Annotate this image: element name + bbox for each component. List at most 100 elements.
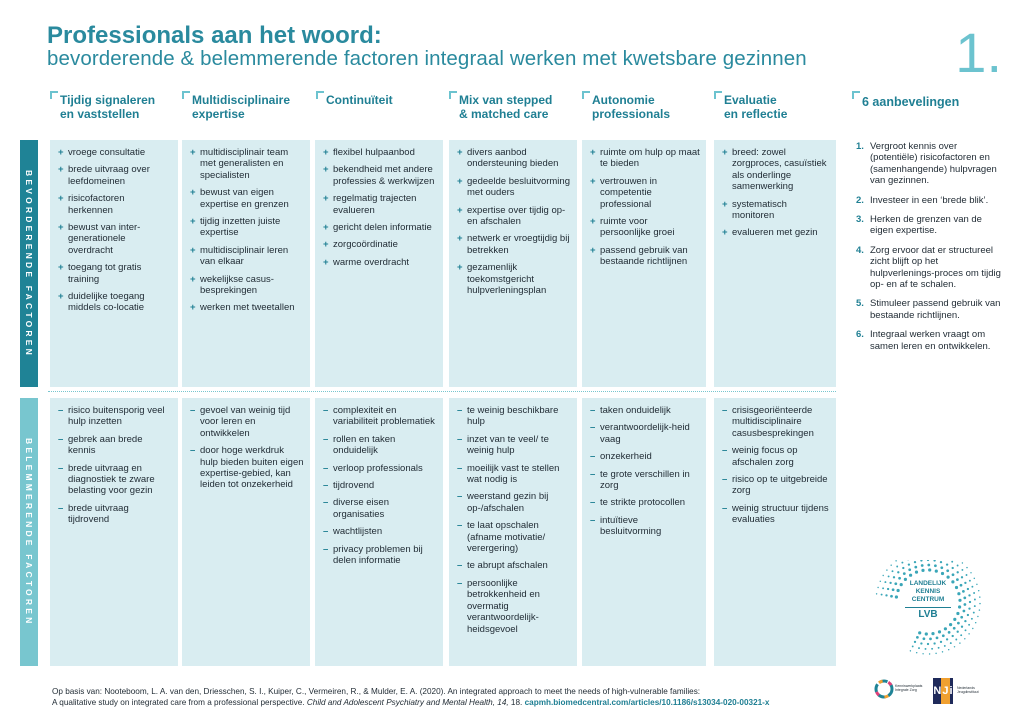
logo-dot bbox=[962, 609, 966, 613]
factor-item: te abrupt afschalen bbox=[457, 560, 571, 572]
logo-dot bbox=[961, 562, 964, 564]
factor-item: bewust van eigen expertise en grenzen bbox=[190, 187, 304, 210]
factor-list: multidisciplinair team met generalisten … bbox=[190, 147, 304, 314]
logo-text: Kenniswerkplaats Integrale Zorg bbox=[895, 684, 923, 692]
logo-dot bbox=[902, 572, 906, 575]
logo-dot bbox=[968, 579, 971, 582]
logo-dot bbox=[884, 581, 887, 584]
factor-list: te weinig beschikbare hulp inzet van te v… bbox=[457, 405, 571, 635]
factor-item: verantwoordelijk-heid vaag bbox=[590, 422, 700, 445]
factor-item: rollen en taken onduidelijk bbox=[323, 434, 437, 457]
factor-item: crisisgeoriënteerde multidisciplinaire c… bbox=[722, 405, 830, 439]
logo-dot bbox=[890, 564, 892, 566]
logo-dot bbox=[940, 566, 944, 570]
logo-dot bbox=[968, 623, 971, 626]
logo-dot bbox=[968, 607, 971, 610]
logo-dot bbox=[909, 650, 912, 652]
logo-dot bbox=[945, 563, 949, 566]
logo-dot bbox=[960, 625, 964, 628]
factor-item: brede uitvraag over leefdomeinen bbox=[58, 164, 172, 187]
logo-dot bbox=[895, 560, 897, 562]
logo-dot bbox=[956, 571, 959, 574]
factor-item: toegang tot gratis training bbox=[58, 262, 172, 285]
cell-positive: vroege consultatie brede uitvraag over le… bbox=[50, 140, 178, 387]
cell-negative: crisisgeoriënteerde multidisciplinaire c… bbox=[714, 398, 836, 666]
citation-link[interactable]: capmh.biomedcentral.com/articles/10.1186… bbox=[524, 697, 770, 707]
factor-item: ruimte voor persoonlijke groei bbox=[590, 216, 700, 239]
logo-dot bbox=[970, 572, 972, 574]
column-header-line: en reflectie bbox=[724, 107, 788, 121]
factor-item: diverse eisen organisaties bbox=[323, 497, 437, 520]
logo-dot bbox=[920, 564, 924, 567]
cell-positive: divers aanbod ondersteuning bieden gedeel… bbox=[449, 140, 577, 387]
recommendation-text: Vergroot kennis over (potentiële) risico… bbox=[870, 141, 997, 187]
logo-dot bbox=[914, 565, 918, 569]
cell-positive: breed: zowel zorgproces, casuïstiek als … bbox=[714, 140, 836, 387]
column-header-signaleren: Tijdig signaleren en vaststellen bbox=[50, 91, 178, 135]
factor-item: passend gebruik van bestaande richtlijne… bbox=[590, 245, 700, 268]
logo-dot bbox=[958, 598, 962, 602]
page-number: 1. bbox=[955, 21, 1002, 84]
logo-dot bbox=[897, 571, 900, 574]
logo-dot bbox=[931, 632, 935, 636]
cell-positive: flexibel hulpaanbod bekendheid met andere… bbox=[315, 140, 443, 387]
citation-text: A qualitative study on integrated care f… bbox=[52, 697, 307, 707]
logo-dot bbox=[956, 578, 959, 581]
factor-item: complexiteit en variabiliteit problemati… bbox=[323, 405, 437, 428]
column-header-line: Autonomie bbox=[592, 93, 655, 107]
recommendations-list: 1. Vergroot kennis over (potentiële) risi… bbox=[856, 141, 1004, 360]
recommendation-number: 2. bbox=[856, 194, 864, 206]
logo-dot bbox=[880, 593, 883, 596]
factor-item: werken met tweetallen bbox=[190, 302, 304, 314]
logo-dot bbox=[968, 633, 970, 635]
logo-dot bbox=[939, 640, 943, 644]
factor-item: evalueren met gezin bbox=[722, 227, 830, 239]
logo-dot bbox=[968, 600, 972, 604]
logo-dot bbox=[889, 581, 892, 585]
recommendation-item: 5. Stimuleer passend gebruik van bestaand… bbox=[856, 298, 1004, 321]
kenniswerkplaats-logo: Kenniswerkplaats Integrale Zorg bbox=[873, 678, 923, 706]
factor-item: zorgcoördinatie bbox=[323, 239, 437, 251]
cell-negative: te weinig beschikbare hulp inzet van te v… bbox=[449, 398, 577, 666]
column-header-line: Multidisciplinaire bbox=[192, 93, 291, 107]
column-header-line: Mix van stepped bbox=[459, 93, 553, 107]
factor-item: bekendheid met andere professies & werkw… bbox=[323, 164, 437, 187]
page-subtitle: bevorderende & belemmerende factoren int… bbox=[47, 47, 807, 70]
logo-dot bbox=[875, 593, 878, 595]
logo-dot bbox=[960, 576, 964, 579]
factor-item: warme overdracht bbox=[323, 257, 437, 269]
logo-dot bbox=[934, 569, 938, 573]
row-divider bbox=[48, 391, 836, 392]
logo-dot bbox=[945, 638, 949, 641]
logo-dot bbox=[960, 634, 963, 637]
recommendation-text: Investeer in een ‘brede blik’. bbox=[870, 194, 989, 206]
column-header-autonomie: Autonomie professionals bbox=[582, 91, 710, 135]
logo-acronym: LVB bbox=[905, 607, 951, 620]
logo-dot bbox=[901, 561, 904, 564]
citation-line: Op basis van: Nooteboom, L. A. van den, … bbox=[52, 687, 701, 696]
logo-text: Nederlands Jeugdinstituut bbox=[957, 686, 979, 694]
logo-dot bbox=[886, 587, 890, 591]
logo-dot bbox=[913, 640, 917, 644]
logo-dot bbox=[957, 621, 960, 625]
column-header-line: & matched care bbox=[459, 107, 549, 121]
factor-item: systematisch monitoren bbox=[722, 199, 830, 222]
factor-item: onzekerheid bbox=[590, 451, 700, 463]
logo-dot bbox=[903, 577, 907, 581]
factor-item: expertise over tijdig op- en afschalen bbox=[457, 205, 571, 228]
logo-dot bbox=[962, 590, 965, 593]
logo-dot bbox=[891, 570, 894, 573]
logo-dot bbox=[913, 560, 917, 564]
cell-negative: gevoel van weinig tijd voor leren en ont… bbox=[182, 398, 310, 666]
logo-dot bbox=[977, 589, 980, 592]
column-header-continuiteit: Continuïteit bbox=[316, 91, 444, 135]
logo-dot bbox=[934, 564, 937, 568]
logo-dot bbox=[909, 573, 913, 577]
logo-dot bbox=[918, 631, 922, 635]
logo-dot bbox=[959, 642, 961, 644]
logo-dot bbox=[908, 568, 912, 572]
logo-dot bbox=[920, 642, 923, 645]
logo-dot bbox=[965, 574, 968, 576]
factor-list: complexiteit en variabiliteit problemati… bbox=[323, 405, 437, 566]
logo-dot bbox=[896, 565, 899, 568]
